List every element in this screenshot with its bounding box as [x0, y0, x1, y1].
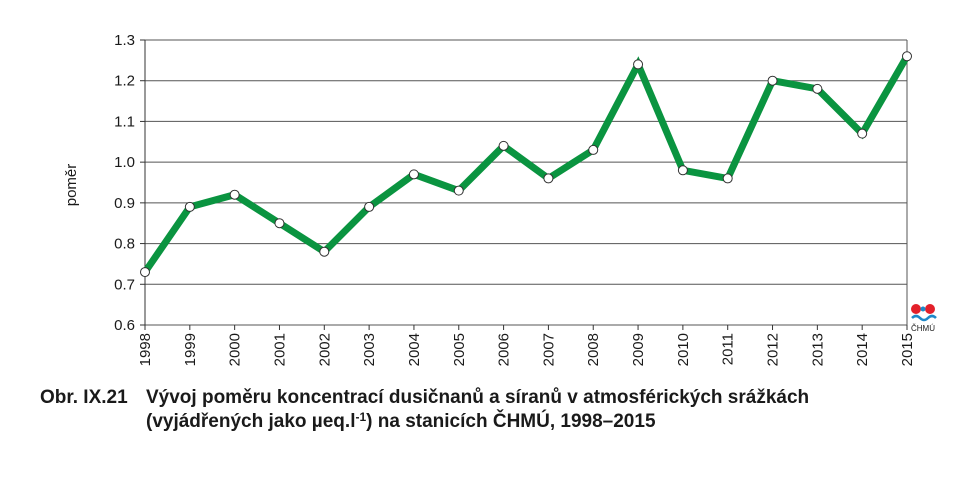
figure-caption: Obr. IX.21 Vývoj poměru koncentrací dusič…: [40, 386, 960, 434]
y-tick-label: 0.6: [114, 317, 135, 334]
data-point: [812, 83, 823, 94]
data-point: [229, 189, 240, 200]
data-point: [588, 144, 599, 155]
x-tick-label: 2011: [720, 333, 737, 365]
y-tick-label: 1.1: [114, 113, 135, 130]
series: [140, 51, 912, 278]
logo-text: ČHMÚ: [911, 324, 935, 333]
x-tick-label: 2013: [809, 333, 826, 366]
data-point: [543, 173, 554, 184]
x-tick-label: 2000: [227, 333, 244, 366]
data-point: [902, 51, 912, 62]
y-tick-label: 0.9: [114, 195, 135, 212]
x-tick-label: 2001: [271, 333, 288, 366]
x-tick-label: 2015: [899, 333, 916, 366]
data-point: [319, 246, 330, 257]
chmu-logo: ČHMÚ: [908, 302, 938, 334]
x-tick-label: 2004: [406, 333, 423, 366]
data-point: [408, 169, 419, 180]
x-tick-label: 2002: [316, 333, 333, 366]
x-tick-label: 2014: [854, 333, 871, 366]
y-tick-labels: 0.6 0.7 0.8 0.9 1.0 1.1 1.2 1.3: [114, 32, 135, 334]
figure-number: Obr. IX.21: [40, 387, 128, 408]
y-axis-label: poměr: [63, 164, 80, 207]
x-tick-label: 1998: [137, 333, 154, 366]
x-tick-label: 2009: [630, 333, 647, 366]
data-point: [633, 59, 644, 70]
line-chart: 0.6 0.7 0.8 0.9 1.0 1.1 1.2 1.3 1998 1999 2000 200…: [63, 32, 916, 366]
data-point: [677, 165, 688, 176]
y-tick-label: 1.0: [114, 154, 135, 171]
x-tick-label: 2003: [361, 333, 378, 366]
caption-line-2-post: ) na stanicích ČHMÚ, 1998–2015: [366, 411, 656, 432]
data-point: [498, 140, 509, 151]
y-tick-label: 1.3: [114, 32, 135, 49]
data-point: [767, 75, 778, 86]
x-tick-label: 2008: [585, 333, 602, 366]
data-point: [453, 185, 464, 196]
x-tick-label: 2005: [451, 333, 468, 366]
x-tick-labels: 1998 1999 2000 2001 2002 2003 2004 2005 2006 2007…: [137, 333, 916, 366]
y-tick-label: 0.7: [114, 276, 135, 293]
data-point: [722, 173, 733, 184]
caption-line-2-pre: (vyjádřených jako µeq.l: [146, 411, 356, 432]
data-point: [857, 128, 868, 139]
x-tick-label: 1999: [182, 333, 199, 366]
caption-line-1: Vývoj poměru koncentrací dusičnanů a sír…: [146, 387, 810, 408]
caption-superscript: -1: [355, 410, 367, 424]
series-line: [142, 54, 911, 275]
data-point: [274, 218, 285, 229]
data-point: [184, 201, 195, 212]
y-tick-label: 0.8: [114, 236, 135, 253]
x-tick-label: 2010: [675, 333, 692, 366]
chmu-logo-icon: ČHMÚ: [911, 304, 937, 333]
data-point: [140, 267, 150, 278]
data-point: [364, 201, 375, 212]
y-tick-label: 1.2: [114, 73, 135, 90]
x-tick-label: 2006: [496, 333, 513, 366]
x-tick-label: 2012: [765, 333, 782, 366]
axes: [140, 39, 908, 330]
x-tick-label: 2007: [540, 333, 557, 366]
